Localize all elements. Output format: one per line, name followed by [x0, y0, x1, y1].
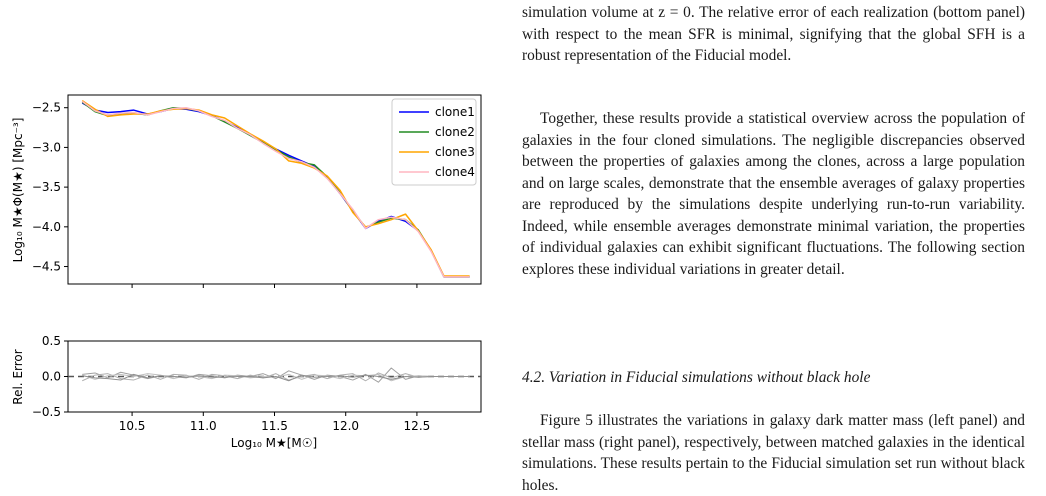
- top-ytick-label: −3.5: [32, 180, 61, 194]
- top-y-ticks: −2.5 −3.0 −3.5 −4.0 −4.5: [32, 101, 68, 274]
- legend-label-clone4: clone4: [435, 165, 475, 179]
- bottom-x-ticks: 10.5 11.0 11.5 12.0 12.5: [119, 412, 431, 433]
- legend-label-clone3: clone3: [435, 145, 475, 159]
- legend-label-clone2: clone2: [435, 125, 475, 139]
- legend-label-clone1: clone1: [435, 105, 475, 119]
- top-ytick-label: −4.5: [32, 260, 61, 274]
- top-series-line-clone3: [81, 99, 470, 277]
- bottom-ytick-label: −0.5: [32, 405, 61, 419]
- top-ytick-label: −2.5: [32, 101, 61, 115]
- bottom-xlabel: Log₁₀ M★[M☉]: [231, 436, 317, 450]
- bottom-ylabel: Rel. Error: [11, 349, 25, 404]
- bottom-series-line-residual-1: [82, 367, 470, 383]
- top-ytick-label: −3.0: [32, 140, 61, 154]
- legend-box: [391, 98, 477, 186]
- top-ytick-label: −4.0: [32, 220, 61, 234]
- section-heading: 4.2. Variation in Fiducial simulations w…: [522, 369, 871, 386]
- figure-svg: −2.5 −3.0 −3.5 −4.0 −4.5 0.5 0.0 −0.5 10.5 11.0…: [11, 94, 482, 450]
- top-x-ticks: [131, 284, 418, 288]
- top-series-line-clone4: [81, 100, 470, 278]
- top-ylabel: Log₁₀ M★Φ(M★) [Mpc⁻³]: [11, 118, 25, 263]
- top-series-lines: [81, 99, 470, 278]
- bottom-series-line-residual-2: [82, 372, 470, 382]
- bottom-ytick-label: 0.5: [42, 334, 61, 348]
- bottom-series-line-residual-4: [82, 373, 470, 382]
- paragraph-intro: simulation volume at z = 0. The relative…: [522, 4, 1025, 64]
- bottom-xtick-label: 12.5: [404, 419, 431, 433]
- paragraph-together: Together, these results provide a statis…: [522, 110, 1025, 278]
- legend: clone1 clone2 clone3 clone4: [391, 98, 477, 186]
- bottom-ytick-label: 0.0: [42, 370, 61, 384]
- bottom-xtick-label: 11.5: [261, 419, 288, 433]
- bottom-xtick-label: 12.0: [332, 419, 359, 433]
- bottom-series-lines: [68, 367, 481, 383]
- bottom-y-ticks: 0.5 0.0 −0.5: [32, 334, 68, 419]
- figure-panel: −2.5 −3.0 −3.5 −4.0 −4.5 0.5 0.0 −0.5 10.5 11.0…: [0, 0, 500, 489]
- paragraph-figure: Figure 5 illustrates the variations in g…: [522, 412, 1025, 494]
- bottom-xtick-label: 11.0: [190, 419, 217, 433]
- bottom-xtick-label: 10.5: [119, 419, 146, 433]
